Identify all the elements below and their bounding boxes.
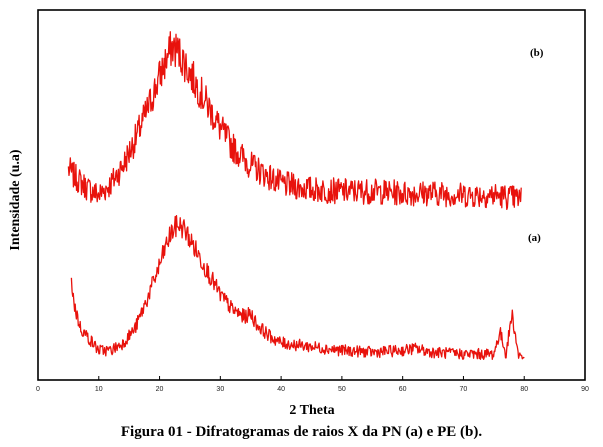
x-tick-label-10: 10 xyxy=(95,386,103,393)
x-tick-label-90: 90 xyxy=(581,386,589,393)
x-tick-label-50: 50 xyxy=(338,386,346,393)
plot-frame xyxy=(37,9,586,381)
x-tick-label-20: 20 xyxy=(156,386,164,393)
series-label-b: (b) xyxy=(530,47,544,59)
x-tick-label-70: 70 xyxy=(460,386,468,393)
x-axis-title: 2 Theta xyxy=(289,403,334,418)
figure-caption: Figura 01 - Difratogramas de raios X da … xyxy=(120,424,483,440)
x-tick-label-40: 40 xyxy=(277,386,285,393)
x-tick-label-80: 80 xyxy=(520,386,528,393)
series-curves xyxy=(67,31,525,361)
x-axis-ticks: 0 10 20 30 40 50 60 70 80 90 xyxy=(36,376,589,393)
series-label-a: (a) xyxy=(528,232,541,244)
x-tick-label-0: 0 xyxy=(36,386,40,393)
series-line-b xyxy=(67,31,522,211)
x-tick-label-30: 30 xyxy=(216,386,224,393)
series-line-a xyxy=(70,215,525,361)
y-axis-title: Intensidade (u.a) xyxy=(8,149,23,250)
x-tick-label-60: 60 xyxy=(399,386,407,393)
